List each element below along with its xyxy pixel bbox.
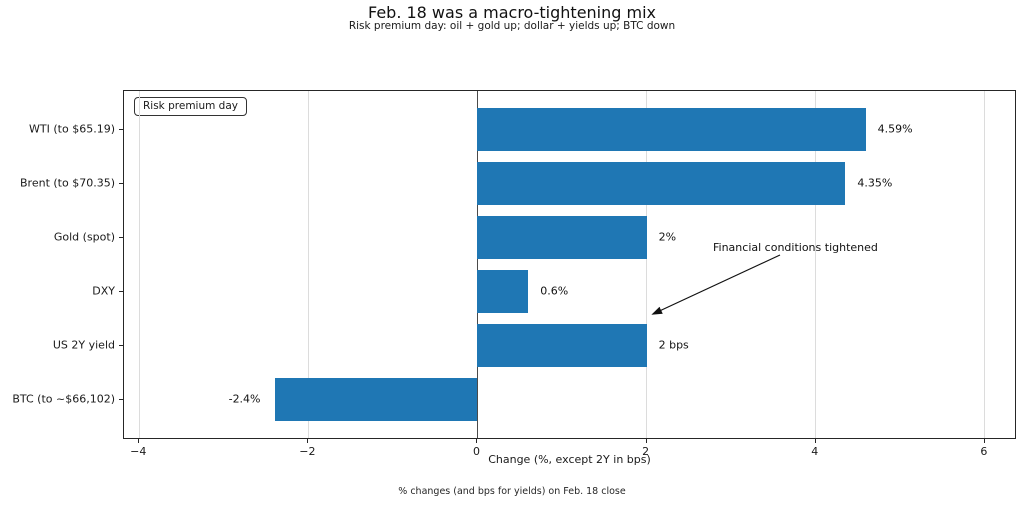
bar-dxy [477,270,529,313]
bar-brent-to-70-35 [477,162,846,205]
bar-wti-to-65-19 [477,108,866,151]
chart-title: Feb. 18 was a macro-tightening mix [367,3,657,22]
x-tick-label: 2 [642,445,650,458]
bar-btc-to-66-102 [274,378,478,421]
y-category-label: WTI (to $65.19) [29,122,115,135]
y-tick-mark [119,182,123,184]
x-tick-mark [983,439,985,443]
x-tick-mark [814,439,816,443]
gridline-x-2 [646,91,648,438]
x-tick-label: 4 [811,445,819,458]
bar-us-2y-yield [477,324,647,367]
y-category-label: DXY [92,284,115,297]
x-tick-mark [645,439,647,443]
x-tick-label: −4 [130,445,147,458]
bar-value-label: 4.35% [857,176,893,189]
bar-gold-spot [477,216,647,259]
bar-value-label: -2.4% [228,392,261,405]
x-tick-mark [307,439,309,443]
y-category-label: BTC (to ~$66,102) [12,392,115,405]
x-tick-mark [476,439,478,443]
y-tick-mark [119,128,123,130]
gridline-x-−2 [307,91,309,438]
y-category-label: Brent (to $70.35) [20,176,115,189]
x-axis-label: Change (%, except 2Y in bps) [488,453,651,466]
x-tick-label: 0 [472,445,480,458]
footnote: % changes (and bps for yields) on Feb. 1… [398,486,626,497]
annotation-label: Financial conditions tightened [713,241,878,254]
bar-value-label: 2% [658,230,677,243]
x-tick-label: 6 [980,445,988,458]
x-tick-mark [138,439,140,443]
plot-area: Risk premium day [123,90,1016,439]
x-tick-label: −2 [299,445,316,458]
bar-value-label: 2 bps [658,338,689,351]
legend: Risk premium day [134,97,247,116]
y-tick-mark [119,344,123,346]
y-tick-mark [119,236,123,238]
chart-subtitle: Risk premium day: oil + gold up; dollar … [348,20,676,32]
bar-value-label: 0.6% [540,284,569,297]
gridline-x-4 [815,91,817,438]
gridline-x-6 [984,91,986,438]
legend-label: Risk premium day [143,100,238,112]
y-category-label: US 2Y yield [52,338,115,351]
y-tick-mark [119,398,123,400]
zero-line [476,91,478,438]
y-tick-mark [119,290,123,292]
bar-value-label: 4.59% [877,122,913,135]
gridline-x-−4 [138,91,140,438]
y-category-label: Gold (spot) [53,230,115,243]
